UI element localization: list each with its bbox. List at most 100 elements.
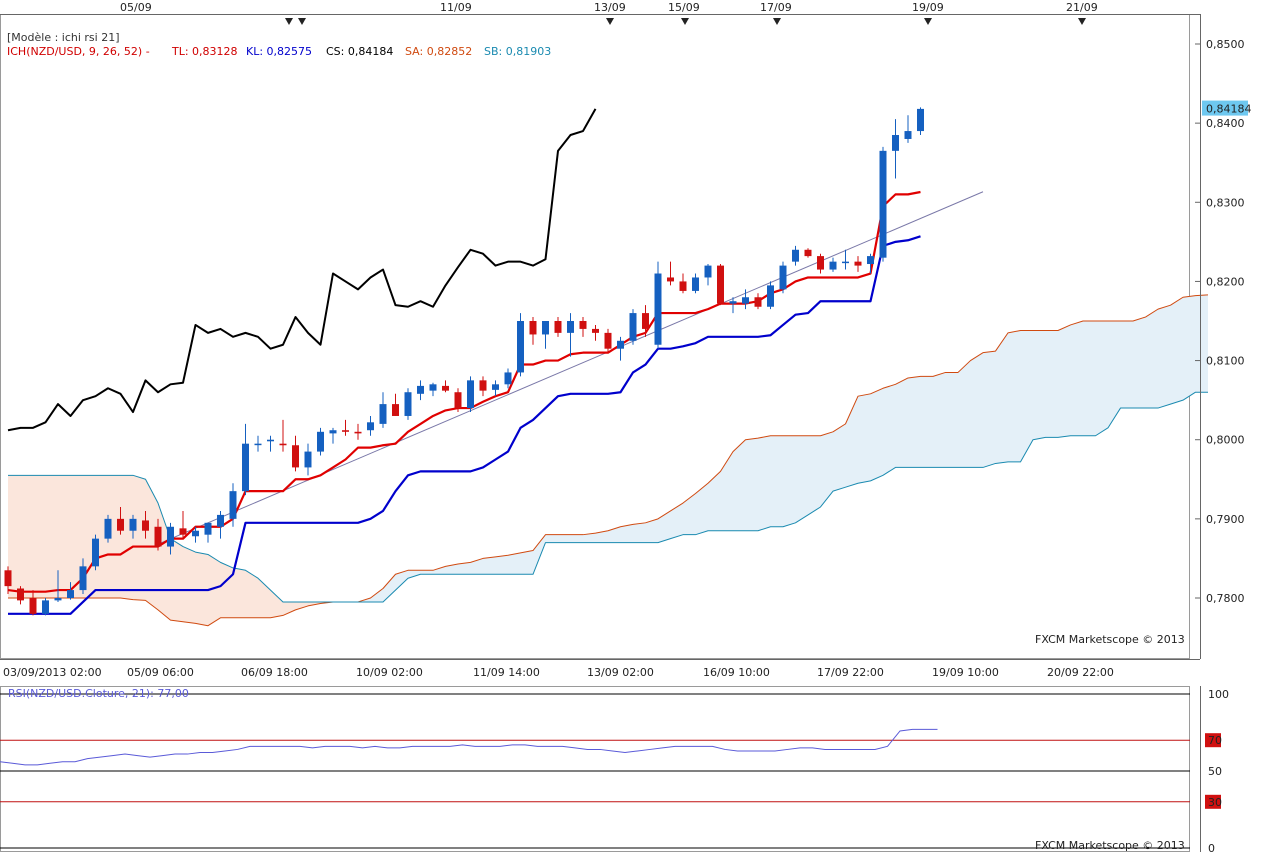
price-tick-label: 0,8100 — [1206, 355, 1245, 368]
top-date-label: 11/09 — [440, 1, 472, 14]
cloud-segment — [108, 475, 121, 598]
senkou-a-value-label: SA: 0,82852 — [405, 45, 472, 58]
cloud-segment — [133, 475, 146, 601]
cloud-segment — [833, 423, 846, 492]
bottom-date-label: 16/09 10:00 — [703, 666, 770, 679]
candle-body — [4, 570, 12, 587]
candle-body — [317, 431, 324, 452]
cloud-segment — [458, 562, 471, 575]
candle-body — [217, 514, 224, 527]
candle-body — [367, 422, 374, 431]
candle-body — [279, 443, 287, 446]
candle-body — [479, 380, 487, 391]
rsi-line — [0, 728, 938, 766]
candle-body — [142, 520, 149, 531]
candle-body — [129, 518, 137, 531]
candle-body — [29, 598, 37, 614]
cloud-segment — [145, 479, 158, 610]
candle-body — [529, 321, 537, 335]
price-tick-label: 0,8300 — [1206, 196, 1245, 209]
senkou-b-value-label: SB: 0,81903 — [484, 45, 551, 58]
cloud-segment — [1158, 305, 1171, 409]
candle-body — [242, 443, 249, 492]
cloud-segment — [895, 377, 908, 468]
candle-body — [192, 530, 199, 537]
candle-body — [817, 256, 824, 270]
cloud-segment — [470, 558, 483, 575]
cloud-segment — [558, 534, 571, 543]
tenkan-value-label: TL: 0,83128 — [171, 45, 238, 58]
cloud-segment — [1145, 309, 1158, 409]
session-marker-icon — [681, 18, 689, 25]
cloud-segment — [920, 376, 933, 468]
cloud-segment — [1195, 294, 1208, 393]
candle-body — [867, 256, 874, 265]
ich-name-label: ICH(NZD/USD, 9, 26, 52) - — [7, 45, 150, 58]
candle-body — [42, 600, 49, 614]
senkou-b-line — [8, 391, 1208, 603]
candle-body — [617, 340, 624, 349]
candle-body — [429, 384, 437, 391]
cloud-segment — [408, 570, 421, 579]
cloud-segment — [820, 431, 833, 507]
cloud-segment — [933, 372, 946, 468]
candle-body — [829, 261, 837, 270]
cloud-segment — [945, 372, 958, 468]
cloud-segment — [583, 533, 596, 543]
cloud-segment — [1170, 297, 1183, 405]
top-date-label: 21/09 — [1066, 1, 1098, 14]
top-date-label: 13/09 — [594, 1, 626, 14]
cloud-segment — [1058, 324, 1071, 438]
session-marker-icon — [773, 18, 781, 25]
senkou-a-line — [8, 294, 1209, 627]
cloud-segment — [970, 352, 983, 468]
cloud-segment — [520, 550, 533, 575]
cloud-segment — [533, 534, 546, 575]
rsi-level-tag-bg — [1205, 733, 1221, 748]
cloud-segment — [758, 435, 771, 531]
candle-body — [204, 522, 212, 535]
cloud-segment — [720, 451, 733, 531]
watermark: FXCM Marketscope © 2013 — [1035, 633, 1185, 646]
rsi-level-label: 50 — [1208, 765, 1222, 778]
candle-body — [454, 392, 462, 409]
cloud-segment — [1108, 321, 1121, 428]
cloud-segment — [245, 570, 258, 618]
cloud-segment — [20, 475, 33, 598]
bottom-date-label: 20/09 22:00 — [1047, 666, 1114, 679]
cloud-segment — [570, 534, 583, 543]
candle-body — [692, 277, 699, 291]
rsi-title: RSI(NZD/USD.Cloture, 21): 77,00 — [8, 687, 189, 700]
candle-body — [267, 439, 274, 442]
cloud-segment — [658, 510, 671, 543]
bottom-date-label: 06/09 18:00 — [241, 666, 308, 679]
candle-body — [492, 384, 499, 390]
candle-body — [754, 297, 762, 307]
candle-body — [254, 443, 262, 446]
cloud-segment — [983, 351, 996, 468]
candle-body — [292, 445, 299, 468]
cloud-segment — [1183, 295, 1196, 401]
cloud-segment — [8, 475, 21, 598]
cloud-segment — [1020, 330, 1033, 462]
rsi-level-label: 30 — [1208, 796, 1222, 809]
top-date-label: 15/09 — [668, 1, 700, 14]
candle-body — [67, 590, 74, 598]
cloud-segment — [445, 563, 458, 575]
candle-body — [542, 321, 549, 335]
cloud-segment — [870, 388, 883, 481]
candle-body — [842, 261, 849, 264]
candle-body — [517, 321, 524, 373]
price-tick-label: 0,7900 — [1206, 513, 1245, 526]
candle-body — [579, 321, 587, 329]
candle-body — [729, 301, 737, 304]
cloud-segment — [995, 332, 1008, 464]
candle-body — [854, 261, 862, 266]
bottom-date-label: 17/09 22:00 — [817, 666, 884, 679]
candle-body — [304, 451, 312, 468]
candle-body — [342, 430, 349, 432]
session-marker-icon — [1078, 18, 1086, 25]
cloud-segment — [670, 503, 683, 539]
candle-body — [379, 404, 387, 424]
candle-body — [104, 518, 112, 539]
